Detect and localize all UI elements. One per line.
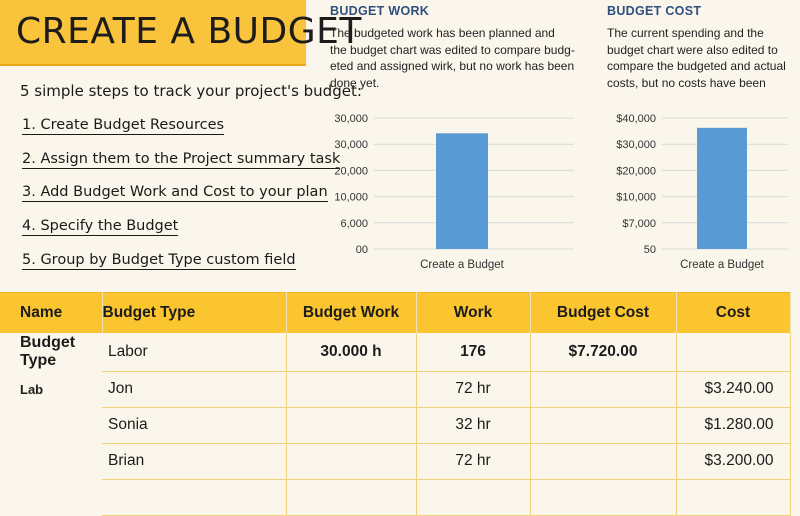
column-header-cost[interactable]: Cost (676, 292, 791, 333)
cell-name: Budget Type (20, 334, 76, 369)
budget-work-heading: BUDGET WORK (330, 4, 430, 18)
y-tick-label: 00 (356, 244, 368, 256)
bar (436, 133, 488, 249)
cell-name (0, 407, 102, 443)
cell-work: 72 hr (416, 371, 531, 408)
table-row[interactable]: Lab Jon 72 hr $3.240.00 (0, 371, 791, 408)
table-row[interactable]: Sonia 32 hr $1.280.00 (0, 407, 791, 444)
budget-work-desc-line: the budget chart was edited to compare b… (330, 42, 575, 57)
cell-budget-type: Jon (102, 371, 287, 408)
table-row[interactable] (0, 479, 791, 516)
cell-cost: $3.240.00 (676, 371, 791, 408)
table-header-row: Name Budget Type Budget Work Work Budget… (0, 292, 791, 333)
y-tick-label: 30,000 (334, 139, 368, 151)
title-banner: CREATE A BUDGET (0, 0, 361, 66)
cell-budget-work: 30.000 h (286, 333, 417, 372)
y-tick-label: 30,000 (334, 113, 368, 125)
cell-cost (676, 479, 791, 516)
cell-budget-cost (530, 443, 677, 480)
budget-work-desc-line: The budgeted work has been planned and (330, 26, 555, 40)
budget-work-description: The budgeted work has been planned and t… (330, 25, 575, 91)
cell-name (0, 479, 102, 515)
y-tick-label: 6,000 (340, 218, 368, 230)
budget-work-desc-line: done yet. (330, 75, 380, 90)
column-header-name[interactable]: Name (0, 292, 103, 333)
table-row[interactable]: Brian 72 hr $3.200.00 (0, 443, 791, 480)
y-tick-label: $20,000 (616, 165, 656, 177)
step-link-5[interactable]: 5. Group by Budget Type custom field (22, 252, 296, 270)
y-tick-label: $30,000 (616, 139, 656, 151)
step-link-2[interactable]: 2. Assign them to the Project summary ta… (22, 151, 341, 169)
x-category-label: Create a Budget (420, 259, 505, 271)
budget-work-chart: 00 6,000 10,000 20,000 30,000 30,000 Create a … (334, 113, 574, 271)
cell-budget-type: Labor (102, 333, 287, 372)
intro-text: 5 simple steps to track your project's b… (20, 82, 362, 100)
cell-cost: $1.280.00 (676, 407, 791, 444)
cell-work: 72 hr (416, 443, 531, 480)
bar (697, 127, 747, 249)
y-tick-label: $40,000 (616, 113, 656, 125)
budget-cost-desc-line: budget chart were also edited to (607, 42, 778, 57)
y-tick-label: 20,000 (334, 165, 368, 177)
column-header-budget-type[interactable]: Budget Type (102, 292, 287, 333)
cell-budget-type (102, 479, 287, 516)
budget-cost-desc-line: compare the budgeted and actual (607, 59, 786, 73)
cell-budget-cost (530, 407, 677, 444)
cell-budget-cost (530, 479, 677, 516)
cell-name (0, 443, 102, 479)
column-header-budget-cost[interactable]: Budget Cost (530, 292, 677, 333)
y-tick-label: 10,000 (334, 192, 368, 204)
budget-work-desc-line: eted and assigned wirk, but no work has … (330, 59, 575, 73)
cell-budget-type: Sonia (102, 407, 287, 444)
budget-cost-heading: BUDGET COST (607, 4, 702, 18)
cell-budget-cost (530, 371, 677, 408)
step-link-1[interactable]: 1. Create Budget Resources (22, 117, 225, 135)
y-tick-label: $10,000 (616, 192, 656, 204)
cell-work (416, 479, 531, 516)
cell-budget-work (286, 407, 417, 444)
y-tick-label: $7,000 (622, 218, 656, 230)
cell-cost: $3.200.00 (676, 443, 791, 480)
y-tick-label: 50 (644, 244, 656, 256)
step-link-3[interactable]: 3. Add Budget Work and Cost to your plan (22, 184, 328, 202)
cell-budget-work (286, 443, 417, 480)
cell-cost (676, 333, 791, 372)
budget-cost-desc-line: costs, but no costs have been (607, 75, 766, 90)
budget-cost-description: The current spending and the budget char… (607, 25, 786, 91)
budget-cost-desc-line: The current spending and the (607, 26, 764, 40)
cell-budget-work (286, 479, 417, 516)
page-title: CREATE A BUDGET (16, 11, 362, 52)
cell-budget-work (286, 371, 417, 408)
cell-work: 176 (416, 333, 531, 372)
step-link-4[interactable]: 4. Specify the Budget (22, 218, 179, 236)
cell-budget-cost: $7.720.00 (530, 333, 677, 372)
cell-work: 32 hr (416, 407, 531, 444)
cell-budget-type: Brian (102, 443, 287, 480)
column-header-work[interactable]: Work (416, 292, 531, 333)
x-category-label: Create a Budget (680, 259, 765, 271)
table-row[interactable]: Budget Type Labor 30.000 h 176 $7.720.00 (0, 333, 791, 372)
column-header-budget-work[interactable]: Budget Work (286, 292, 417, 333)
budget-cost-chart: 50 $7,000 $10,000 $20,000 $30,000 $40,000 Crea… (616, 113, 788, 271)
budget-table: Name Budget Type Budget Work Work Budget… (0, 292, 791, 516)
cell-name: Lab (20, 381, 44, 397)
